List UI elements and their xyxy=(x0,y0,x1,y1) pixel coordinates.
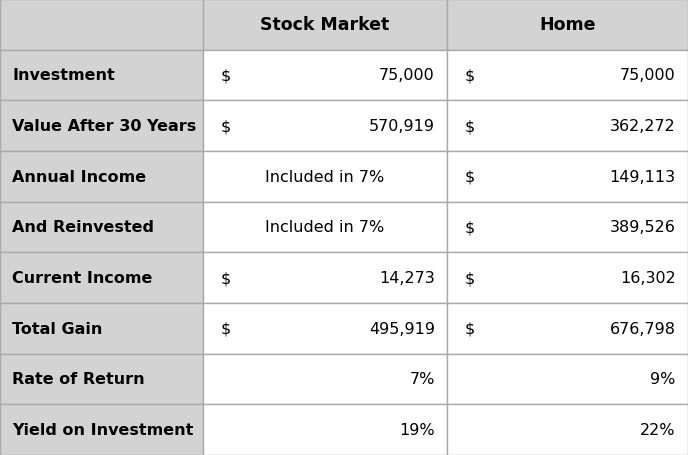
Text: 362,272: 362,272 xyxy=(610,119,676,134)
Text: 149,113: 149,113 xyxy=(610,169,676,184)
Text: Current Income: Current Income xyxy=(12,271,153,286)
Text: $: $ xyxy=(220,271,230,286)
Bar xyxy=(0,253,203,303)
Bar xyxy=(0,303,203,354)
Bar xyxy=(0,51,203,101)
Bar xyxy=(447,0,688,51)
Text: 75,000: 75,000 xyxy=(620,68,676,83)
Text: $: $ xyxy=(464,169,475,184)
Bar xyxy=(447,354,688,404)
Text: Annual Income: Annual Income xyxy=(12,169,147,184)
Text: Value After 30 Years: Value After 30 Years xyxy=(12,119,197,134)
Bar xyxy=(203,303,447,354)
Bar xyxy=(447,101,688,152)
Text: And Reinvested: And Reinvested xyxy=(12,220,154,235)
Bar xyxy=(447,253,688,303)
Text: 676,798: 676,798 xyxy=(610,321,676,336)
Text: $: $ xyxy=(220,68,230,83)
Bar xyxy=(447,404,688,455)
Bar xyxy=(203,152,447,202)
Bar xyxy=(447,152,688,202)
Text: 9%: 9% xyxy=(650,372,676,387)
Bar xyxy=(447,303,688,354)
Text: 389,526: 389,526 xyxy=(610,220,676,235)
Bar xyxy=(203,253,447,303)
Text: $: $ xyxy=(464,220,475,235)
Text: Rate of Return: Rate of Return xyxy=(12,372,145,387)
Bar xyxy=(0,404,203,455)
Text: 7%: 7% xyxy=(409,372,435,387)
Bar xyxy=(203,0,447,51)
Bar xyxy=(447,51,688,101)
Text: $: $ xyxy=(464,68,475,83)
Text: 570,919: 570,919 xyxy=(369,119,435,134)
Bar xyxy=(203,202,447,253)
Text: Home: Home xyxy=(539,16,596,34)
Bar xyxy=(0,354,203,404)
Text: $: $ xyxy=(464,271,475,286)
Text: Yield on Investment: Yield on Investment xyxy=(12,422,194,437)
Text: $: $ xyxy=(464,119,475,134)
Bar xyxy=(447,202,688,253)
Bar xyxy=(203,354,447,404)
Text: 75,000: 75,000 xyxy=(379,68,435,83)
Text: 495,919: 495,919 xyxy=(369,321,435,336)
Text: 19%: 19% xyxy=(399,422,435,437)
Text: 14,273: 14,273 xyxy=(379,271,435,286)
Text: 22%: 22% xyxy=(640,422,676,437)
Bar xyxy=(0,0,203,51)
Bar xyxy=(0,202,203,253)
Bar xyxy=(203,101,447,152)
Bar xyxy=(0,101,203,152)
Bar xyxy=(203,404,447,455)
Text: Investment: Investment xyxy=(12,68,115,83)
Text: $: $ xyxy=(464,321,475,336)
Text: Total Gain: Total Gain xyxy=(12,321,103,336)
Text: $: $ xyxy=(220,119,230,134)
Text: 16,302: 16,302 xyxy=(620,271,676,286)
Text: Stock Market: Stock Market xyxy=(261,16,389,34)
Bar xyxy=(0,152,203,202)
Text: $: $ xyxy=(220,321,230,336)
Text: Included in 7%: Included in 7% xyxy=(266,169,385,184)
Text: Included in 7%: Included in 7% xyxy=(266,220,385,235)
Bar xyxy=(203,51,447,101)
